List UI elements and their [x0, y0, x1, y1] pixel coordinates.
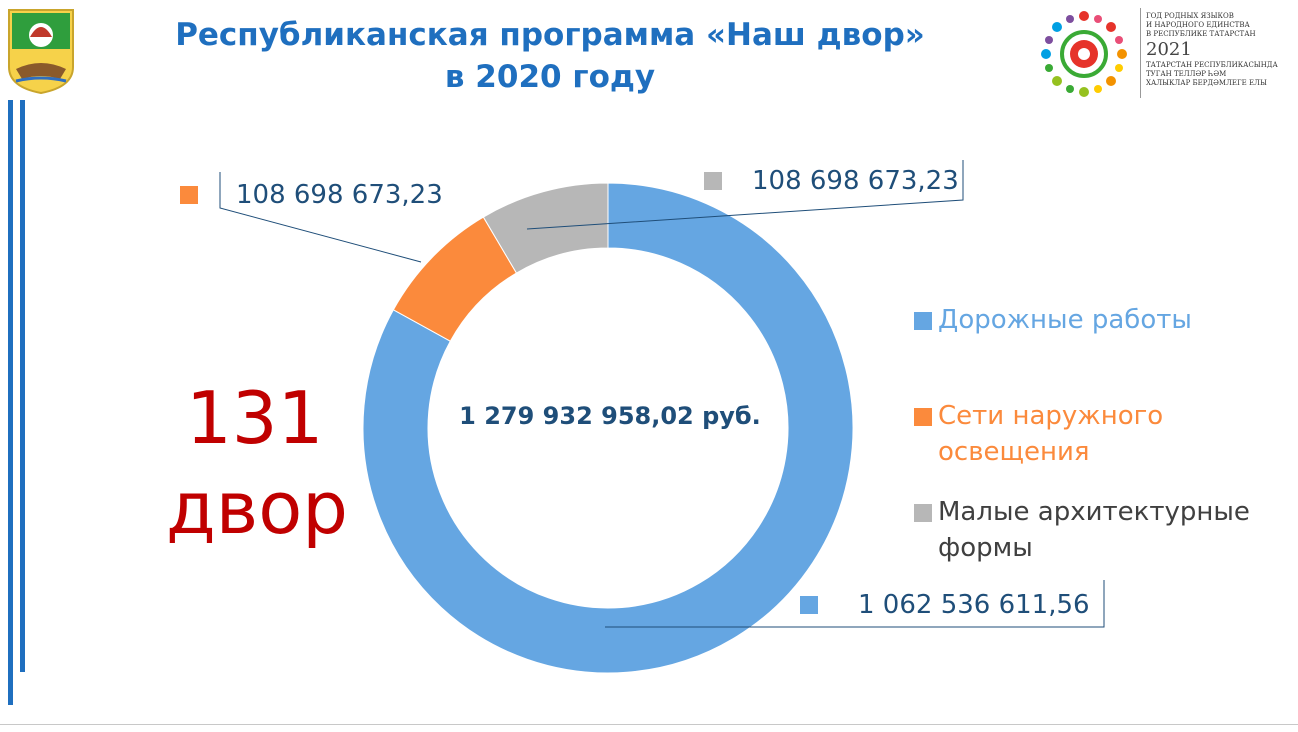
footer-divider	[0, 724, 1298, 725]
legend-label-lighting-line-1: Сети наружного	[938, 401, 1164, 431]
data-label-swatch-lighting	[180, 186, 198, 204]
coat-of-arms-logo	[6, 7, 76, 95]
logo-text-line-3: В РЕСПУБЛИКЕ ТАТАРСТАН	[1146, 30, 1256, 38]
title-line-1: Республиканская программа «Наш двор»	[175, 17, 925, 53]
data-label-lighting-value: 108 698 673,23	[236, 180, 443, 210]
page-title: Республиканская программа «Наш двор» в 2…	[120, 14, 980, 98]
legend-swatch-road	[914, 312, 932, 330]
legend-label-small-forms-line-1: Малые архитектурные	[938, 497, 1250, 527]
data-label-small-forms-value: 108 698 673,23	[752, 166, 959, 196]
title-line-2: в 2020 году	[444, 59, 656, 95]
leader-line-road	[605, 580, 1105, 628]
flower-emblem-icon	[1041, 11, 1127, 97]
legend-swatch-small-forms	[914, 504, 932, 522]
left-accent-line-inner	[20, 100, 25, 672]
leader-line-lighting	[219, 172, 422, 263]
logo-text-line-2: И НАРОДНОГО ЕДИНСТВА	[1146, 21, 1250, 29]
donut-slice-road	[362, 182, 854, 674]
year-logo: ГОД РОДНЫХ ЯЗЫКОВ И НАРОДНОГО ЕДИНСТВА В…	[1036, 6, 1292, 102]
data-label-swatch-small-forms	[704, 172, 722, 190]
logo-text-line-6: ХАЛЫКЛАР БЕРДӘМЛЕГЕ ЕЛЫ	[1146, 79, 1267, 87]
logo-text-line-1: ГОД РОДНЫХ ЯЗЫКОВ	[1146, 12, 1234, 20]
legend-label-small-forms-line-2: формы	[938, 533, 1033, 563]
logo-text-line-5: ТУГАН ТЕЛЛӘР ҺӘМ	[1146, 70, 1227, 78]
leader-line-small-forms	[526, 160, 964, 230]
left-accent-line-outer	[8, 100, 13, 705]
yard-count-unit: двор	[166, 466, 348, 550]
data-label-swatch-road	[800, 596, 818, 614]
legend-swatch-lighting	[914, 408, 932, 426]
yard-count: 131	[186, 376, 324, 460]
chart-center-total: 1 279 932 958,02 руб.	[459, 402, 761, 430]
data-label-road-value: 1 062 536 611,56	[858, 590, 1090, 620]
logo-text-line-4: ТАТАРСТАН РЕСПУБЛИКАСЫНДА	[1146, 61, 1278, 69]
legend-label-lighting-line-2: освещения	[938, 437, 1090, 467]
logo-year: 2021	[1146, 39, 1192, 60]
legend-label-road-line-1: Дорожные работы	[938, 305, 1192, 335]
